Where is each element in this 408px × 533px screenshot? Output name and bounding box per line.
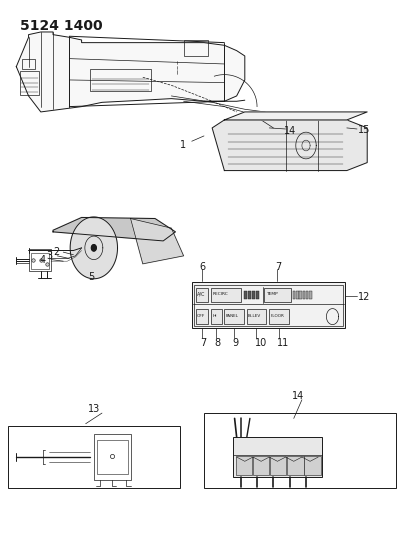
Bar (22, 59, 35, 69)
Text: 14: 14 (284, 126, 296, 135)
Bar (264, 288, 291, 303)
Bar (90, 69, 151, 91)
Bar (20, 71, 39, 95)
Bar (194, 285, 343, 326)
Bar (29, 249, 51, 271)
Bar (211, 288, 241, 303)
Bar (204, 413, 396, 488)
Text: 15: 15 (358, 125, 370, 135)
Text: PANEL: PANEL (226, 313, 239, 318)
Polygon shape (131, 219, 184, 264)
Bar (299, 291, 302, 298)
Text: 11: 11 (277, 338, 290, 348)
Bar (94, 434, 131, 480)
Text: 10: 10 (255, 338, 267, 348)
Bar (8, 426, 180, 488)
Bar (252, 291, 255, 298)
Text: 4: 4 (40, 255, 46, 264)
Text: 5124 1400: 5124 1400 (20, 19, 103, 33)
Polygon shape (224, 112, 367, 120)
Text: HI: HI (213, 313, 217, 318)
Bar (247, 309, 266, 324)
Text: 1: 1 (180, 140, 186, 150)
Bar (196, 288, 208, 303)
Bar (309, 291, 312, 298)
Text: BI-LEV: BI-LEV (248, 313, 261, 318)
Bar (97, 440, 128, 474)
Bar (253, 456, 269, 475)
Text: OFF: OFF (197, 313, 206, 318)
Text: 8: 8 (215, 338, 221, 348)
Bar (269, 309, 289, 324)
Bar (248, 291, 251, 298)
Text: 7: 7 (200, 338, 206, 348)
Polygon shape (53, 217, 175, 241)
Text: 2: 2 (53, 247, 59, 257)
Text: FLOOR: FLOOR (271, 313, 284, 318)
Text: A/C: A/C (197, 291, 206, 296)
Text: RECIRC: RECIRC (213, 292, 229, 296)
Bar (236, 456, 252, 475)
Text: 3: 3 (46, 251, 52, 261)
Polygon shape (16, 32, 245, 112)
Bar (304, 456, 321, 475)
Text: 7: 7 (275, 262, 281, 271)
Bar (287, 456, 304, 475)
Text: 6: 6 (199, 262, 205, 271)
Bar (270, 456, 286, 475)
Text: 14: 14 (292, 391, 304, 401)
Bar (306, 291, 308, 298)
Text: TEMP: TEMP (266, 292, 278, 296)
Bar (256, 291, 259, 298)
Bar (244, 291, 247, 298)
Text: 13: 13 (88, 405, 100, 414)
Bar (296, 291, 299, 298)
Polygon shape (212, 120, 367, 171)
Polygon shape (91, 245, 96, 251)
Text: 12: 12 (358, 292, 370, 302)
Bar (192, 282, 345, 328)
Bar (224, 309, 244, 324)
Bar (184, 40, 208, 56)
Polygon shape (70, 217, 118, 279)
Bar (303, 291, 305, 298)
Bar (196, 309, 208, 324)
Text: 5: 5 (88, 272, 94, 282)
Bar (233, 437, 322, 477)
Bar (293, 291, 295, 298)
Text: 9: 9 (232, 338, 238, 348)
Bar (31, 253, 49, 269)
Bar (211, 309, 222, 324)
